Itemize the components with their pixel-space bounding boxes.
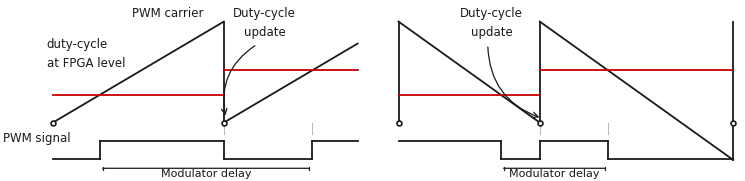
Text: Modulator delay: Modulator delay: [161, 169, 251, 179]
Text: Duty-cycle: Duty-cycle: [460, 7, 523, 20]
Text: update: update: [244, 26, 285, 39]
Text: PWM signal: PWM signal: [3, 132, 71, 145]
Text: Modulator delay: Modulator delay: [509, 169, 600, 179]
Text: PWM carrier: PWM carrier: [133, 7, 203, 20]
Text: at FPGA level: at FPGA level: [47, 57, 125, 70]
Text: Duty-cycle: Duty-cycle: [233, 7, 296, 20]
Text: update: update: [471, 26, 513, 39]
Text: duty-cycle: duty-cycle: [47, 38, 108, 51]
